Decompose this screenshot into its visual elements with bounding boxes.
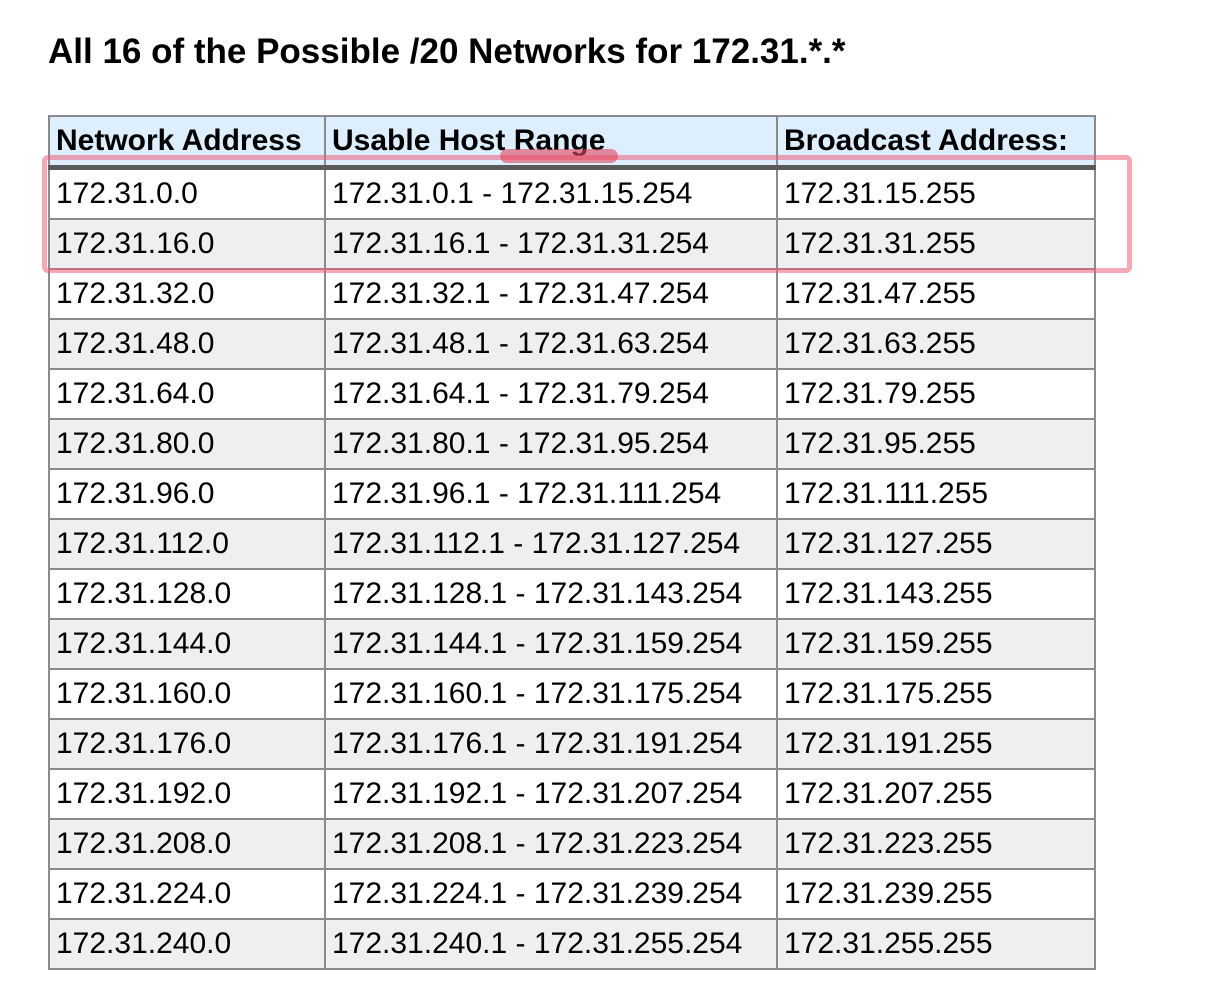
broadcast-address-cell: 172.31.95.255	[776, 418, 1096, 470]
table-row: 172.31.176.0 172.31.176.1 - 172.31.191.25…	[48, 718, 1096, 770]
usable-host-range-cell: 172.31.160.1 - 172.31.175.254	[324, 668, 778, 720]
table-row: 172.31.80.0 172.31.80.1 - 172.31.95.254 17…	[48, 418, 1096, 470]
network-address-cell: 172.31.160.0	[48, 668, 326, 720]
usable-host-range-cell: 172.31.112.1 - 172.31.127.254	[324, 518, 778, 570]
header-row: Network Address Usable Host Range Broadc…	[48, 115, 1096, 170]
network-address-cell: 172.31.144.0	[48, 618, 326, 670]
usable-host-range-cell: 172.31.176.1 - 172.31.191.254	[324, 718, 778, 770]
usable-host-range-cell: 172.31.224.1 - 172.31.239.254	[324, 868, 778, 920]
usable-host-range-cell: 172.31.96.1 - 172.31.111.254	[324, 468, 778, 520]
network-address-cell: 172.31.32.0	[48, 268, 326, 320]
header-usable-host-range: Usable Host Range	[324, 115, 778, 170]
table-row: 172.31.48.0 172.31.48.1 - 172.31.63.254 17…	[48, 318, 1096, 370]
table-body: 172.31.0.0 172.31.0.1 - 172.31.15.254 172.…	[48, 166, 1096, 970]
usable-host-range-cell: 172.31.48.1 - 172.31.63.254	[324, 318, 778, 370]
networks-table: Network Address Usable Host Range Broadc…	[48, 115, 1096, 970]
broadcast-address-cell: 172.31.79.255	[776, 368, 1096, 420]
table-row: 172.31.96.0 172.31.96.1 - 172.31.111.254 1…	[48, 468, 1096, 520]
network-address-cell: 172.31.240.0	[48, 918, 326, 970]
network-address-cell: 172.31.48.0	[48, 318, 326, 370]
network-address-cell: 172.31.0.0	[48, 166, 326, 220]
table-row: 172.31.0.0 172.31.0.1 - 172.31.15.254 172.…	[48, 166, 1096, 220]
table-row: 172.31.128.0 172.31.128.1 - 172.31.143.25…	[48, 568, 1096, 620]
header-broadcast-address: Broadcast Address:	[776, 115, 1096, 170]
broadcast-address-cell: 172.31.159.255	[776, 618, 1096, 670]
network-address-cell: 172.31.176.0	[48, 718, 326, 770]
broadcast-address-cell: 172.31.111.255	[776, 468, 1096, 520]
broadcast-address-cell: 172.31.191.255	[776, 718, 1096, 770]
network-address-cell: 172.31.16.0	[48, 218, 326, 270]
broadcast-address-cell: 172.31.143.255	[776, 568, 1096, 620]
usable-host-range-cell: 172.31.144.1 - 172.31.159.254	[324, 618, 778, 670]
table-row: 172.31.224.0 172.31.224.1 - 172.31.239.25…	[48, 868, 1096, 920]
table-row: 172.31.64.0 172.31.64.1 - 172.31.79.254 17…	[48, 368, 1096, 420]
network-address-cell: 172.31.128.0	[48, 568, 326, 620]
usable-host-range-cell: 172.31.64.1 - 172.31.79.254	[324, 368, 778, 420]
table-row: 172.31.16.0 172.31.16.1 - 172.31.31.254 17…	[48, 218, 1096, 270]
network-address-cell: 172.31.64.0	[48, 368, 326, 420]
broadcast-address-cell: 172.31.31.255	[776, 218, 1096, 270]
network-address-cell: 172.31.112.0	[48, 518, 326, 570]
usable-host-range-cell: 172.31.80.1 - 172.31.95.254	[324, 418, 778, 470]
usable-host-range-cell: 172.31.240.1 - 172.31.255.254	[324, 918, 778, 970]
table-row: 172.31.112.0 172.31.112.1 - 172.31.127.25…	[48, 518, 1096, 570]
broadcast-address-cell: 172.31.239.255	[776, 868, 1096, 920]
broadcast-address-cell: 172.31.15.255	[776, 166, 1096, 220]
network-address-cell: 172.31.80.0	[48, 418, 326, 470]
network-address-cell: 172.31.224.0	[48, 868, 326, 920]
usable-host-range-cell: 172.31.32.1 - 172.31.47.254	[324, 268, 778, 320]
table-row: 172.31.32.0 172.31.32.1 - 172.31.47.254 17…	[48, 268, 1096, 320]
table-header: Network Address Usable Host Range Broadc…	[48, 115, 1096, 170]
table-row: 172.31.240.0 172.31.240.1 - 172.31.255.25…	[48, 918, 1096, 970]
table-row: 172.31.208.0 172.31.208.1 - 172.31.223.25…	[48, 818, 1096, 870]
broadcast-address-cell: 172.31.127.255	[776, 518, 1096, 570]
broadcast-address-cell: 172.31.47.255	[776, 268, 1096, 320]
network-address-cell: 172.31.96.0	[48, 468, 326, 520]
usable-host-range-cell: 172.31.208.1 - 172.31.223.254	[324, 818, 778, 870]
broadcast-address-cell: 172.31.175.255	[776, 668, 1096, 720]
broadcast-address-cell: 172.31.255.255	[776, 918, 1096, 970]
usable-host-range-cell: 172.31.192.1 - 172.31.207.254	[324, 768, 778, 820]
network-address-cell: 172.31.192.0	[48, 768, 326, 820]
usable-host-range-cell: 172.31.16.1 - 172.31.31.254	[324, 218, 778, 270]
table-row: 172.31.192.0 172.31.192.1 - 172.31.207.25…	[48, 768, 1096, 820]
usable-host-range-cell: 172.31.0.1 - 172.31.15.254	[324, 166, 778, 220]
network-address-cell: 172.31.208.0	[48, 818, 326, 870]
usable-host-range-cell: 172.31.128.1 - 172.31.143.254	[324, 568, 778, 620]
table-row: 172.31.160.0 172.31.160.1 - 172.31.175.25…	[48, 668, 1096, 720]
header-network-address: Network Address	[48, 115, 326, 170]
broadcast-address-cell: 172.31.207.255	[776, 768, 1096, 820]
broadcast-address-cell: 172.31.63.255	[776, 318, 1096, 370]
broadcast-address-cell: 172.31.223.255	[776, 818, 1096, 870]
table-row: 172.31.144.0 172.31.144.1 - 172.31.159.25…	[48, 618, 1096, 670]
page-title: All 16 of the Possible /20 Networks for …	[48, 32, 846, 71]
